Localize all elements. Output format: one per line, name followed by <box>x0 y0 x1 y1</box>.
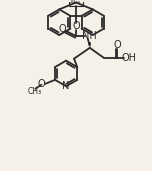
FancyBboxPatch shape <box>69 0 83 6</box>
Text: Abs: Abs <box>70 0 82 5</box>
Text: O: O <box>58 24 66 34</box>
Text: N: N <box>62 81 70 91</box>
Text: NH: NH <box>82 31 97 41</box>
Text: OH: OH <box>122 53 137 63</box>
Text: O: O <box>114 40 121 50</box>
Text: O: O <box>72 21 80 31</box>
Text: O: O <box>38 79 46 89</box>
Text: CH₃: CH₃ <box>27 87 41 96</box>
